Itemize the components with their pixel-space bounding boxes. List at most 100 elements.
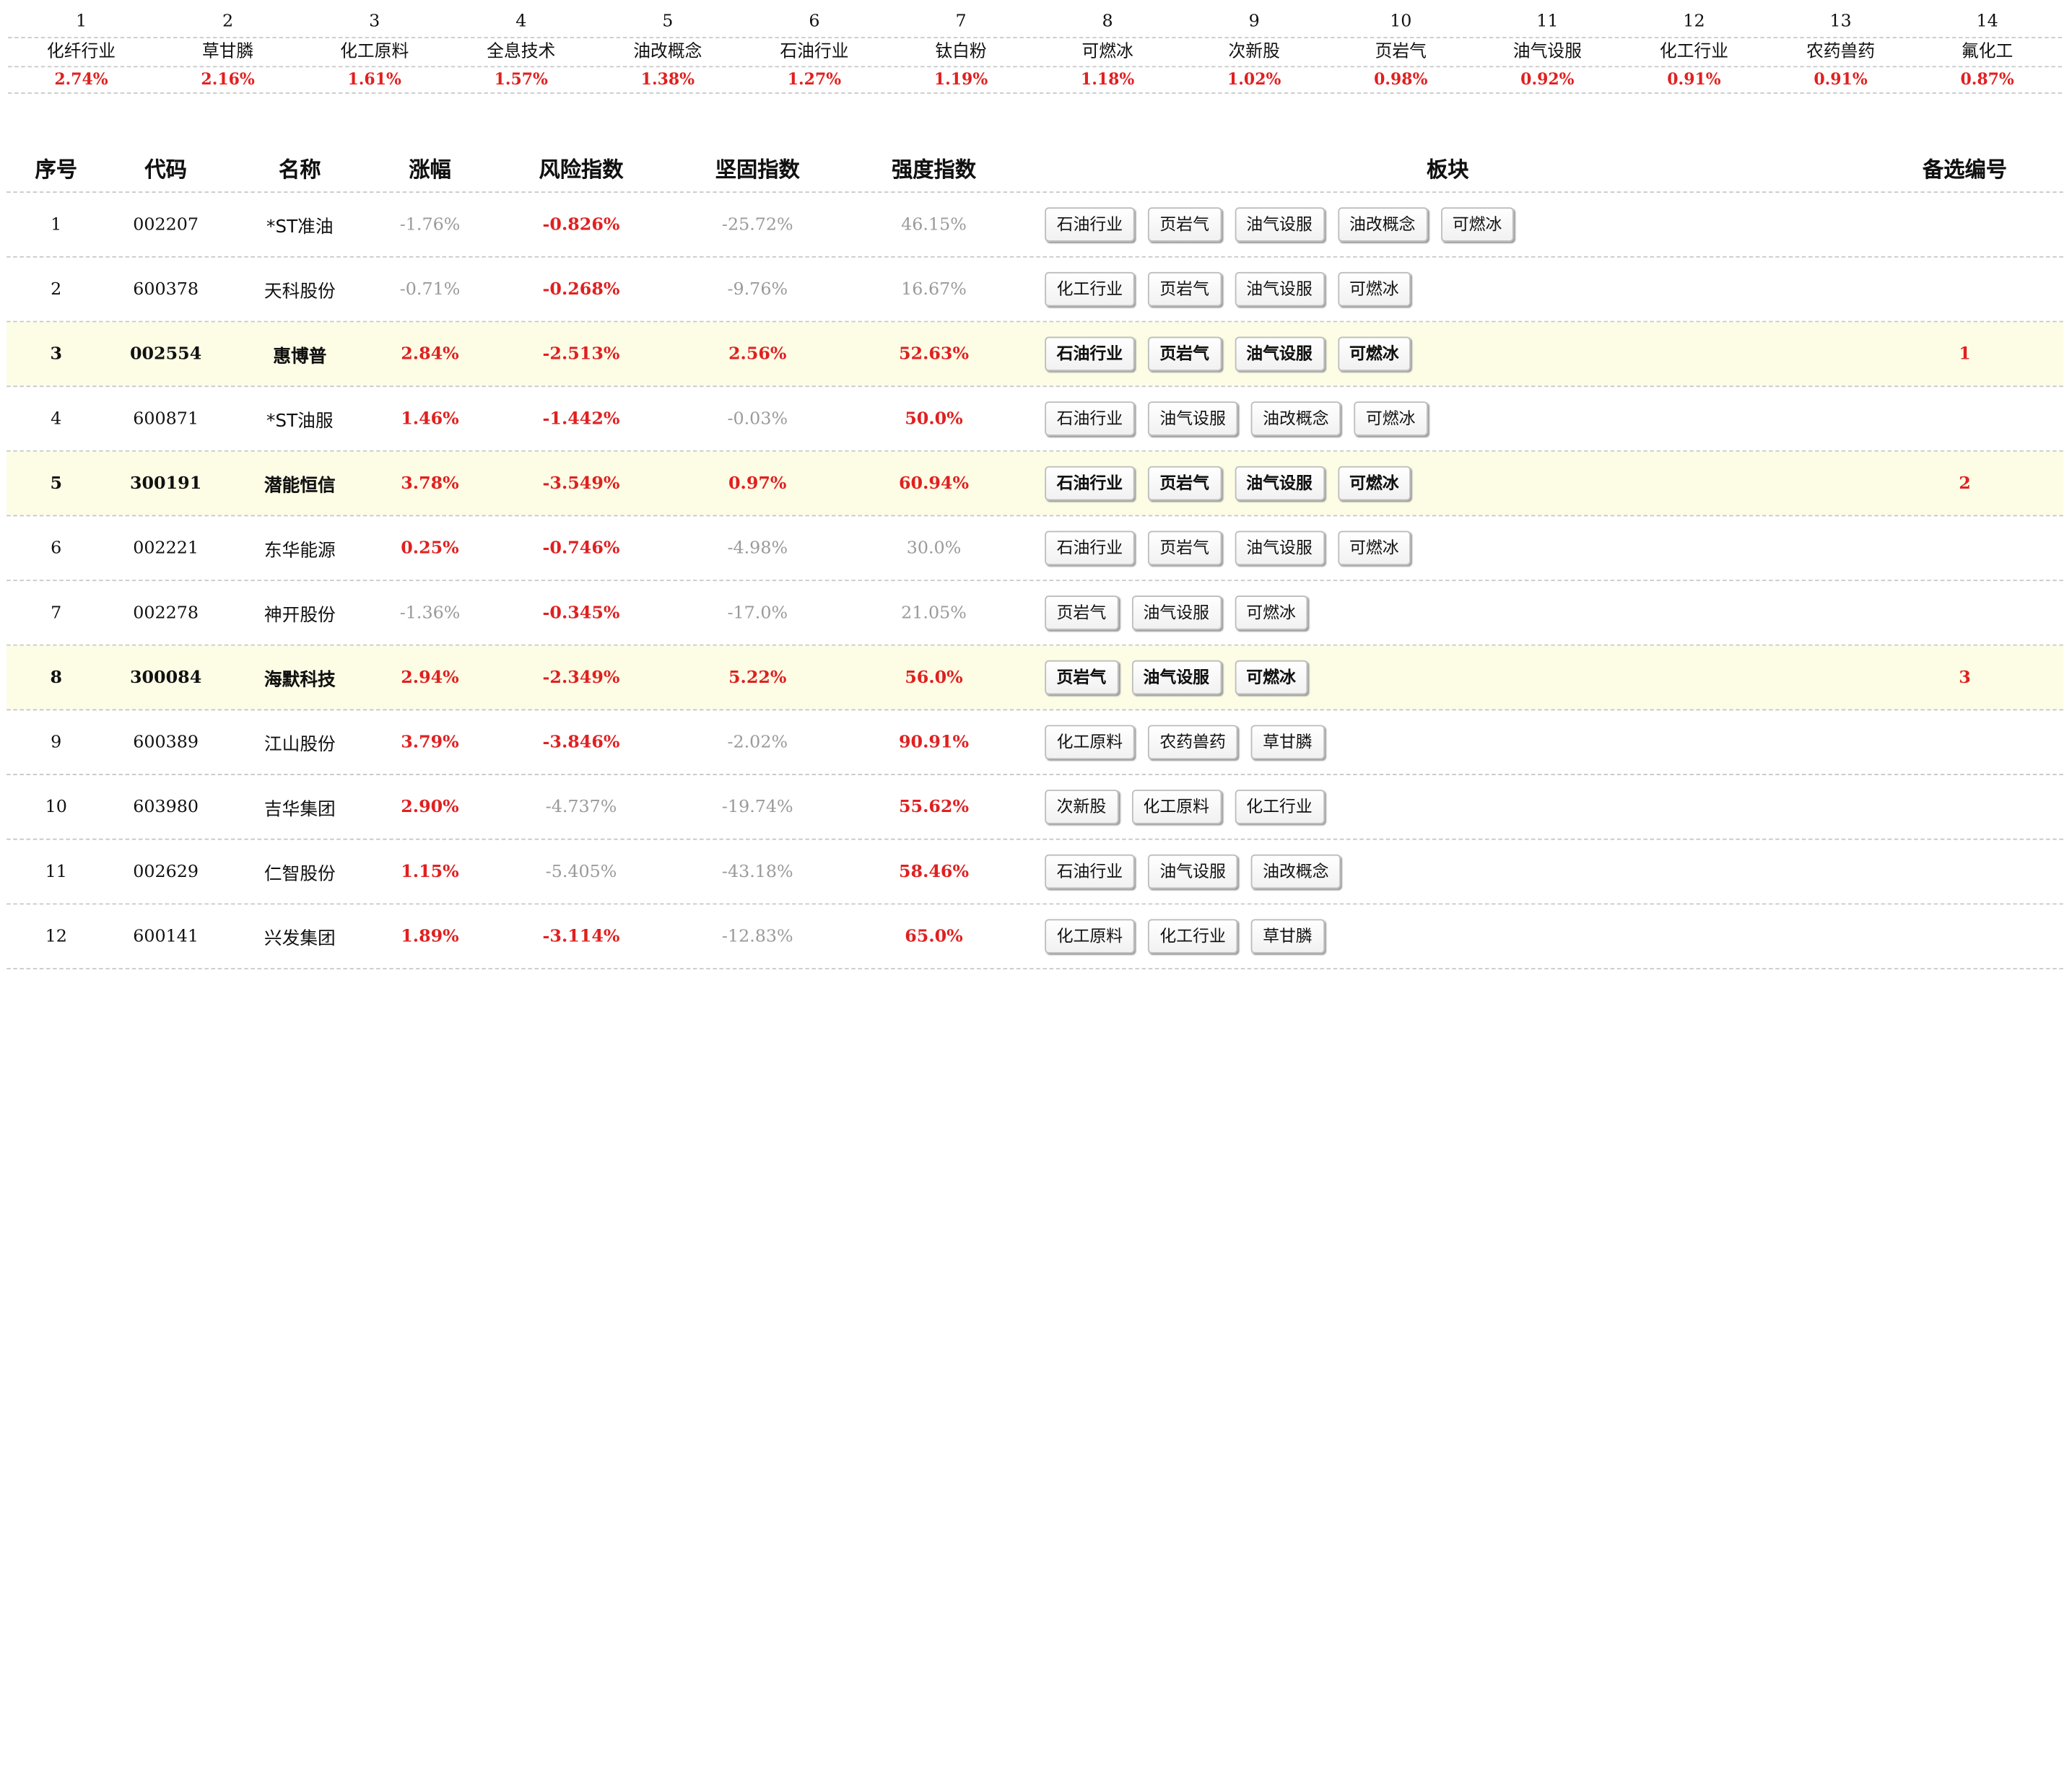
row-divider bbox=[6, 903, 2063, 905]
sector-name-link[interactable]: 草甘膦 bbox=[201, 42, 254, 62]
sector-tag-button[interactable]: 化工原料 bbox=[1045, 919, 1135, 953]
sector-tag-button[interactable]: 页岩气 bbox=[1147, 531, 1222, 566]
sector-tag-button[interactable]: 石油行业 bbox=[1045, 466, 1135, 501]
sector-name-link[interactable]: 次新股 bbox=[1228, 42, 1280, 62]
sector-change: 1.18% bbox=[1080, 69, 1135, 89]
stock-name: 江山股份 bbox=[264, 734, 336, 756]
row-divider bbox=[6, 385, 2063, 388]
sector-name-link[interactable]: 化纤行业 bbox=[46, 42, 116, 62]
stock-name: *ST准油 bbox=[266, 217, 334, 238]
sector-change: 0.91% bbox=[1814, 69, 1868, 89]
change-pct: 0.25% bbox=[401, 538, 459, 559]
sector-tag-button[interactable]: 油气设服 bbox=[1234, 271, 1325, 307]
sector-tag-button[interactable]: 石油行业 bbox=[1045, 854, 1135, 889]
sector-name-link[interactable]: 化工原料 bbox=[340, 42, 409, 62]
sector-change: 1.38% bbox=[640, 69, 695, 89]
sector-name-link[interactable]: 全息技术 bbox=[487, 42, 556, 62]
sector-change: 1.57% bbox=[494, 69, 548, 89]
sector-tag-button[interactable]: 油气设服 bbox=[1147, 854, 1238, 889]
sector-change: 0.87% bbox=[1960, 69, 2014, 89]
sector-rank: 11 bbox=[1536, 12, 1559, 32]
stock-code: 002554 bbox=[129, 344, 202, 365]
sector-tag-button[interactable]: 农药兽药 bbox=[1147, 725, 1238, 760]
header-code: 代码 bbox=[144, 156, 187, 182]
sector-tag-button[interactable]: 可燃冰 bbox=[1354, 401, 1427, 436]
sector-tag-button[interactable]: 油气设服 bbox=[1234, 531, 1325, 566]
sector-tag-button[interactable]: 油改概念 bbox=[1250, 401, 1341, 436]
sector-tag-button[interactable]: 油气设服 bbox=[1131, 595, 1222, 630]
sector-tag-button[interactable]: 可燃冰 bbox=[1440, 207, 1514, 242]
sector-name-link[interactable]: 石油行业 bbox=[780, 42, 849, 62]
change-pct: 1.89% bbox=[401, 926, 459, 946]
sector-rank: 14 bbox=[1976, 12, 1998, 32]
sector-tag-button[interactable]: 页岩气 bbox=[1147, 466, 1222, 501]
sector-tag-button[interactable]: 油气设服 bbox=[1234, 336, 1325, 372]
sector-tag-button[interactable]: 可燃冰 bbox=[1337, 271, 1411, 307]
strength-index: 52.63% bbox=[898, 344, 970, 365]
solid-index: -9.76% bbox=[727, 279, 788, 300]
header-solid-index: 坚固指数 bbox=[715, 156, 800, 182]
change-pct: -0.71% bbox=[399, 279, 461, 300]
row-index: 5 bbox=[50, 473, 63, 494]
sector-tag-button[interactable]: 页岩气 bbox=[1147, 336, 1222, 372]
sector-tag-button[interactable]: 油改概念 bbox=[1337, 207, 1427, 242]
sector-change: 2.74% bbox=[54, 69, 108, 89]
sector-tag-button[interactable]: 油气设服 bbox=[1147, 401, 1238, 436]
sector-rank: 4 bbox=[515, 12, 527, 32]
sector-tag-button[interactable]: 可燃冰 bbox=[1337, 531, 1411, 566]
sector-tag-button[interactable]: 油气设服 bbox=[1131, 660, 1222, 695]
sector-tag-button[interactable]: 油气设服 bbox=[1234, 466, 1325, 501]
sector-tag-button[interactable]: 可燃冰 bbox=[1234, 660, 1308, 695]
strength-index: 50.0% bbox=[905, 409, 963, 429]
sector-tag-button[interactable]: 页岩气 bbox=[1045, 660, 1118, 695]
sector-tag-button[interactable]: 页岩气 bbox=[1045, 595, 1118, 630]
sector-tag-button[interactable]: 石油行业 bbox=[1045, 531, 1135, 566]
sector-name-link[interactable]: 油气设服 bbox=[1512, 42, 1582, 62]
sector-tag-button[interactable]: 页岩气 bbox=[1147, 271, 1222, 307]
sector-name-link[interactable]: 页岩气 bbox=[1375, 42, 1427, 62]
stock-name: 海默科技 bbox=[264, 669, 336, 691]
sector-tag-button[interactable]: 可燃冰 bbox=[1234, 595, 1308, 630]
sector-tag-button[interactable]: 化工行业 bbox=[1147, 919, 1238, 953]
risk-index: -3.846% bbox=[542, 732, 620, 752]
sector-tag-button[interactable]: 页岩气 bbox=[1147, 207, 1222, 242]
header-change: 涨幅 bbox=[409, 156, 451, 182]
sector-change: 1.19% bbox=[933, 69, 988, 89]
pick-number: 1 bbox=[1959, 344, 1971, 365]
sector-tag-button[interactable]: 化工行业 bbox=[1045, 271, 1135, 307]
strength-index: 16.67% bbox=[901, 279, 967, 300]
sector-tag-button[interactable]: 石油行业 bbox=[1045, 401, 1135, 436]
sector-tag-button[interactable]: 次新股 bbox=[1045, 790, 1118, 824]
sector-name-link[interactable]: 农药兽药 bbox=[1806, 42, 1876, 62]
row-index: 9 bbox=[51, 732, 62, 752]
row-divider bbox=[6, 320, 2063, 323]
sector-tag-button[interactable]: 油改概念 bbox=[1250, 854, 1341, 889]
sector-tag-button[interactable]: 石油行业 bbox=[1045, 207, 1135, 242]
solid-index: -4.98% bbox=[727, 538, 788, 559]
sector-tag-button[interactable]: 可燃冰 bbox=[1337, 466, 1411, 501]
sector-tags: 化工行业 页岩气 油气设服 可燃冰 bbox=[1029, 271, 1866, 307]
sector-name-link[interactable]: 化工行业 bbox=[1659, 42, 1729, 62]
sector-tag-button[interactable]: 化工原料 bbox=[1045, 725, 1135, 760]
sector-name-link[interactable]: 油改概念 bbox=[633, 42, 702, 62]
change-pct: -1.36% bbox=[399, 603, 461, 623]
pick-number: 2 bbox=[1959, 473, 1971, 494]
sector-name-link[interactable]: 氟化工 bbox=[1961, 42, 2014, 62]
stock-code: 002629 bbox=[133, 861, 199, 882]
sector-name-link[interactable]: 钛白粉 bbox=[935, 42, 987, 62]
sector-rank: 9 bbox=[1248, 12, 1260, 32]
sector-tag-button[interactable]: 草甘膦 bbox=[1250, 919, 1325, 953]
sector-tag-button[interactable]: 石油行业 bbox=[1045, 336, 1135, 372]
sector-name-link[interactable]: 可燃冰 bbox=[1081, 42, 1133, 62]
sector-tag-button[interactable]: 可燃冰 bbox=[1337, 336, 1411, 372]
sector-change: 1.02% bbox=[1227, 69, 1281, 89]
sector-change: 1.27% bbox=[787, 69, 842, 89]
sector-tag-button[interactable]: 草甘膦 bbox=[1250, 725, 1325, 760]
sector-tag-button[interactable]: 化工行业 bbox=[1234, 790, 1325, 824]
sector-tag-button[interactable]: 化工原料 bbox=[1131, 790, 1222, 824]
strip-divider bbox=[7, 92, 2063, 94]
sector-rank: 1 bbox=[75, 12, 87, 32]
strip-divider bbox=[7, 66, 2063, 68]
sector-tag-button[interactable]: 油气设服 bbox=[1234, 207, 1325, 242]
solid-index: -43.18% bbox=[721, 861, 793, 882]
